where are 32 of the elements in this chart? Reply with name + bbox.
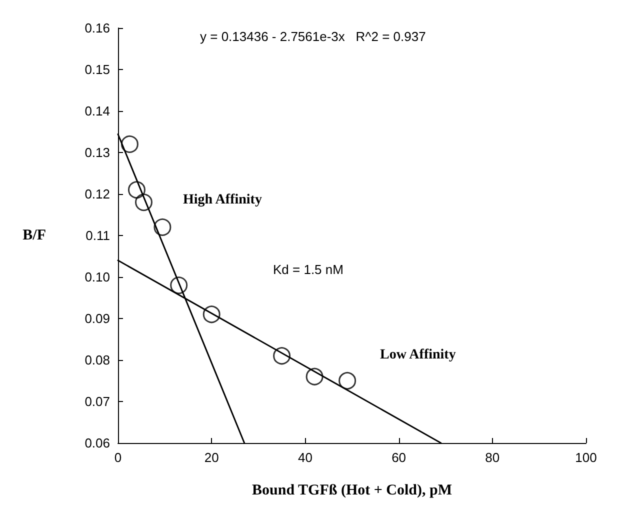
y-tick-label: 0.07: [84, 394, 110, 409]
y-tick-label: 0.14: [84, 104, 110, 118]
x-tick-label: 100: [575, 450, 597, 465]
y-tick-label: 0.10: [84, 270, 110, 284]
point: [154, 218, 172, 236]
annotation: Kd = 1.5 nM: [273, 262, 344, 277]
y-axis-title: B/F: [22, 228, 46, 244]
point: [128, 181, 146, 199]
annotation: High Affinity: [183, 192, 262, 208]
y-tick-label: 0.09: [84, 311, 110, 326]
y-tick-label: 0.13: [84, 145, 110, 160]
x-axis-title: Bound TGFß (Hot + Cold), pM: [252, 482, 452, 498]
y-tick-label: 0.06: [84, 436, 110, 450]
x-tick-label: 20: [204, 450, 219, 465]
annotation: y = 0.13436 - 2.7561e-3x R^2 = 0.937: [200, 29, 426, 44]
point: [170, 276, 188, 294]
point: [306, 368, 324, 386]
y-tick-label: 0.12: [84, 186, 110, 202]
x-tick-label: 40: [298, 450, 312, 465]
y-tick-label: 0.15: [84, 62, 110, 77]
y-tick-label: 0.08: [84, 352, 110, 368]
x-tick-label: 80: [485, 450, 500, 465]
x-tick-label: 60: [392, 450, 406, 465]
point: [338, 372, 356, 390]
x-tick-label: 0: [114, 450, 122, 465]
point: [135, 194, 152, 212]
y-tick-label: 0.11: [86, 228, 110, 243]
y-tick-label: 0.16: [84, 20, 110, 36]
point: [202, 306, 220, 324]
annotation: Low Affinity: [380, 348, 456, 362]
point: [273, 347, 291, 365]
point: [120, 135, 138, 153]
